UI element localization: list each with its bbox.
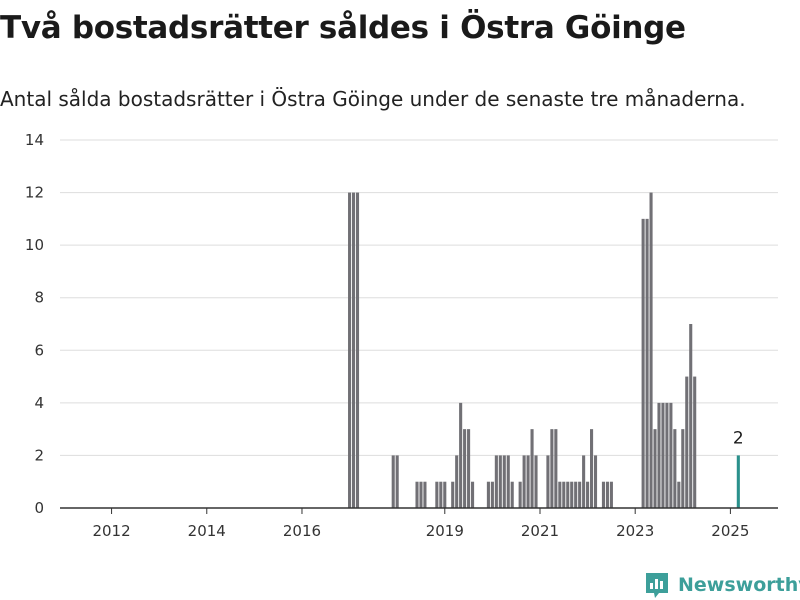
bar xyxy=(582,455,586,508)
brand-name: Newsworthy xyxy=(678,574,800,596)
bar xyxy=(590,429,594,508)
bar xyxy=(471,481,475,508)
bar xyxy=(657,402,661,508)
bar xyxy=(562,481,566,508)
x-tick-label: 2019 xyxy=(426,522,464,540)
bar xyxy=(558,481,562,508)
y-tick-label: 12 xyxy=(25,184,44,202)
bar xyxy=(641,218,645,509)
y-tick-label: 8 xyxy=(34,289,44,307)
x-tick-label: 2012 xyxy=(92,522,130,540)
highlight-bar xyxy=(736,455,740,508)
bar xyxy=(681,429,685,508)
y-tick-label: 10 xyxy=(25,236,44,254)
bar xyxy=(451,481,455,508)
bar xyxy=(550,429,554,508)
bar xyxy=(530,429,534,508)
bar xyxy=(510,481,514,508)
bar xyxy=(419,481,423,508)
x-tick-label: 2023 xyxy=(616,522,654,540)
y-tick-label: 6 xyxy=(34,341,44,359)
x-tick-label: 2016 xyxy=(283,522,321,540)
bar xyxy=(669,402,673,508)
chart-title: Två bostadsrätter såldes i Östra Göinge xyxy=(0,10,686,46)
bar xyxy=(661,402,665,508)
bar xyxy=(518,481,522,508)
bar xyxy=(574,481,578,508)
bar xyxy=(673,429,677,508)
bar xyxy=(506,455,510,508)
bar xyxy=(494,455,498,508)
bar xyxy=(348,192,352,508)
bar xyxy=(455,455,459,508)
brand-logo[interactable]: Newsworthy xyxy=(644,570,800,600)
bar xyxy=(689,324,693,508)
bar xyxy=(546,455,550,508)
bar xyxy=(395,455,399,508)
bar xyxy=(693,376,697,508)
y-tick-label: 14 xyxy=(25,131,44,149)
bar xyxy=(570,481,574,508)
x-tick-label: 2021 xyxy=(521,522,559,540)
newsworthy-logo-icon xyxy=(646,573,668,598)
bar xyxy=(415,481,419,508)
y-tick-label: 4 xyxy=(34,394,44,412)
y-tick-label: 2 xyxy=(34,446,44,464)
bar xyxy=(522,455,526,508)
bar xyxy=(423,481,427,508)
bar xyxy=(554,429,558,508)
bar xyxy=(526,455,530,508)
bar xyxy=(566,481,570,508)
bar xyxy=(490,481,494,508)
bar-chart: 0 2 4 6 8 10 12 14 2 2012 2014 2016 2019 2021 2023 2025 xyxy=(25,131,778,540)
bar xyxy=(352,192,356,508)
y-tick-label: 0 xyxy=(34,499,44,517)
grid-lines xyxy=(60,139,778,456)
bar xyxy=(677,481,681,508)
bar xyxy=(685,376,689,508)
bar xyxy=(355,192,360,508)
bar xyxy=(593,455,598,508)
bar xyxy=(534,455,538,508)
bar xyxy=(498,455,502,508)
data-label: 2 xyxy=(733,428,744,448)
bar xyxy=(649,192,653,508)
bar xyxy=(502,455,506,508)
bar xyxy=(609,481,613,508)
bar xyxy=(645,218,649,509)
bar xyxy=(586,481,590,508)
x-tick-label: 2014 xyxy=(188,522,226,540)
bar xyxy=(463,429,467,508)
bar xyxy=(459,402,463,508)
bar xyxy=(486,481,490,508)
bar xyxy=(601,481,605,508)
bar xyxy=(578,481,582,508)
bar xyxy=(391,455,395,508)
bar xyxy=(443,481,447,508)
bar xyxy=(467,429,471,508)
x-tick-label: 2025 xyxy=(711,522,749,540)
bar xyxy=(653,429,657,508)
bar xyxy=(439,481,443,508)
chart-subtitle: Antal sålda bostadsrätter i Östra Göinge… xyxy=(0,87,746,111)
bar xyxy=(665,402,669,508)
bars xyxy=(348,192,740,509)
axes: 0 2 4 6 8 10 12 14 2 2012 2014 2016 2019 2021 2023 2025 xyxy=(25,131,778,540)
bar xyxy=(435,481,439,508)
bar xyxy=(605,481,609,508)
